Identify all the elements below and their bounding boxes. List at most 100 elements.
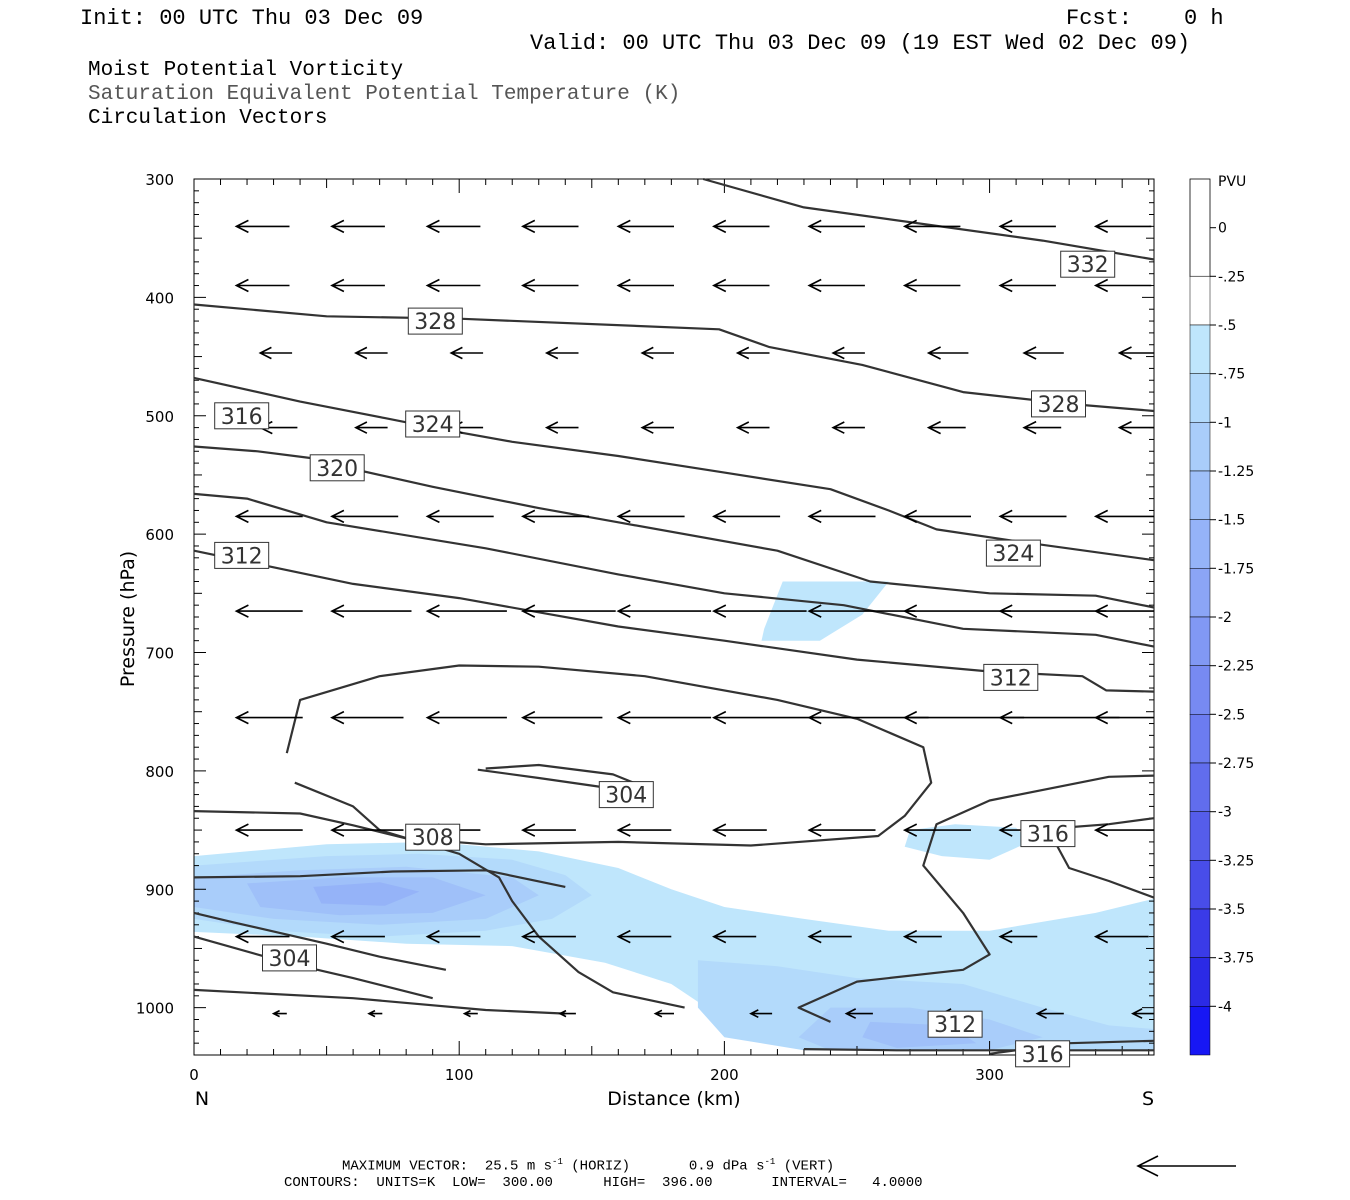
contour-label: 316 (221, 405, 263, 430)
colorbar-swatch (1189, 860, 1211, 910)
contour-label: 328 (414, 310, 456, 335)
contour-label-box (1015, 1040, 1071, 1068)
circulation-vector-arrow (831, 421, 865, 434)
circulation-vector-arrow (330, 823, 404, 837)
x-tick-label: 200 (710, 1066, 739, 1084)
circulation-vector-arrow (425, 509, 494, 524)
contour-label-box (1020, 820, 1076, 848)
circulation-vector-arrow (902, 823, 971, 837)
y-tick-label: 800 (145, 763, 174, 781)
theta-contour-line (702, 177, 1155, 261)
circulation-vector-arrow (330, 710, 404, 725)
circulation-vector-arrow (1093, 823, 1154, 837)
max-vector-text: MAXIMUM VECTOR: 25.5 m s (342, 1158, 553, 1175)
theta-contour-line (193, 549, 1155, 693)
circulation-vector-arrow (926, 346, 969, 360)
contour-label-box (985, 539, 1041, 567)
y-tick-label: 1000 (136, 1000, 174, 1018)
circulation-vector-arrow (926, 420, 966, 435)
theta-contour-line (193, 988, 566, 1015)
circulation-vector-arrow (712, 278, 770, 293)
contour-label: 324 (412, 413, 454, 438)
colorbar-swatch (1189, 324, 1211, 374)
circulation-vector-arrow (616, 509, 685, 524)
theta-contour-line (797, 774, 1155, 1023)
circulation-vector-arrow (1117, 346, 1154, 360)
circulation-vector-arrow (998, 278, 1056, 293)
colorbar-label: -.5 (1218, 318, 1236, 334)
circulation-vector-arrow (998, 219, 1056, 234)
colorbar-swatch (1189, 422, 1211, 472)
max-vector-horiz: (HORIZ) (571, 1158, 631, 1175)
contour-label: 332 (1067, 253, 1109, 278)
circulation-vector-arrow (616, 278, 674, 293)
circulation-vector-arrow (425, 278, 481, 293)
colorbar-swatch (1189, 1006, 1211, 1056)
contour-label-box (983, 663, 1039, 691)
circulation-vector-arrow (521, 278, 579, 293)
colorbar-swatch (1189, 811, 1211, 861)
circulation-vector-arrow (1093, 604, 1154, 618)
contour-label: 312 (990, 666, 1032, 691)
colorbar-label: -3.25 (1218, 853, 1254, 869)
circulation-vector-arrow (462, 1009, 478, 1018)
reference-vector-icon (1136, 1155, 1236, 1177)
y-tick-label: 400 (145, 289, 174, 307)
y-tick-label: 300 (145, 171, 174, 189)
circulation-vector-arrow (330, 509, 399, 524)
circulation-vector-arrow (425, 710, 507, 725)
colorbar-label: -2.25 (1218, 659, 1254, 675)
circulation-vector-arrow (902, 278, 961, 293)
circulation-vector-arrow (234, 219, 290, 234)
circulation-vector-arrow (521, 604, 616, 618)
colorbar-label: -1.5 (1218, 513, 1245, 529)
contour-label-box (598, 781, 654, 809)
theta-contour-line (193, 664, 933, 847)
max-vector-exponent: -1 (552, 1157, 563, 1167)
field-title-theta: Saturation Equivalent Potential Temperat… (88, 83, 681, 106)
colorbar-label: -4 (1218, 999, 1232, 1015)
theta-contour-line (803, 1048, 1154, 1052)
colorbar-label: 0 (1218, 221, 1227, 237)
pv-colorbar: 0 -.25 -.5 -.75 -1 -1.25 -1.5 -1.75 -2 -2.25 -2.5 -… (1189, 178, 1254, 1056)
circulation-vector-arrow (1093, 929, 1149, 944)
circulation-vector-arrow (616, 710, 712, 725)
contour-label: 312 (934, 1013, 976, 1038)
contour-label-box (407, 307, 463, 335)
circulation-vector-arrow (712, 604, 807, 618)
colorbar-unit: PVU (1218, 174, 1246, 190)
circulation-vector-arrow (1117, 420, 1154, 435)
theta-contour-line (294, 781, 685, 1009)
y-tick-labels: 300 400 500 600 700 800 900 1000 (136, 171, 174, 1018)
circulation-vector-arrow (998, 604, 1107, 618)
y-tick-label: 600 (145, 526, 174, 544)
colorbar-label: -3.5 (1218, 902, 1245, 918)
colorbar-label: -2.75 (1218, 756, 1254, 772)
theta-contour-line (1046, 817, 1155, 899)
circulation-vector-arrow (1093, 278, 1152, 293)
circulation-vector-arrow (844, 1008, 873, 1019)
colorbar-swatch (1189, 568, 1211, 618)
circulation-vector-arrow (234, 823, 303, 837)
contour-label-box (309, 454, 365, 482)
circulation-vector-arrow (234, 710, 303, 725)
contour-label: 316 (1027, 823, 1069, 848)
colorbar-swatch (1189, 957, 1211, 1007)
contour-labels-layer: 332 328 328 324 324 320 316 312 312 304 308 304 312 3… (214, 250, 1116, 1068)
circulation-vector-arrow (1035, 1008, 1064, 1019)
circulation-vector-arrow (449, 346, 484, 360)
colorbar-swatch (1189, 665, 1211, 715)
circulation-vector-arrow (735, 346, 770, 360)
circulation-vector-arrow (998, 509, 1067, 524)
colorbar-swatch (1189, 762, 1211, 812)
y-tick-label: 700 (145, 645, 174, 663)
circulation-vector-arrow (234, 278, 290, 293)
circulation-vector-arrow (521, 929, 576, 944)
theta-contour-line (193, 869, 566, 888)
circulation-vector-arrow (521, 219, 579, 234)
y-tick-label: 900 (145, 881, 174, 899)
theta-contour-line (193, 376, 1155, 562)
forecast-value: 0 h (1184, 6, 1224, 31)
x-tick-labels: 0 100 200 300 (189, 1066, 1004, 1084)
circulation-vector-arrow (1093, 219, 1152, 234)
